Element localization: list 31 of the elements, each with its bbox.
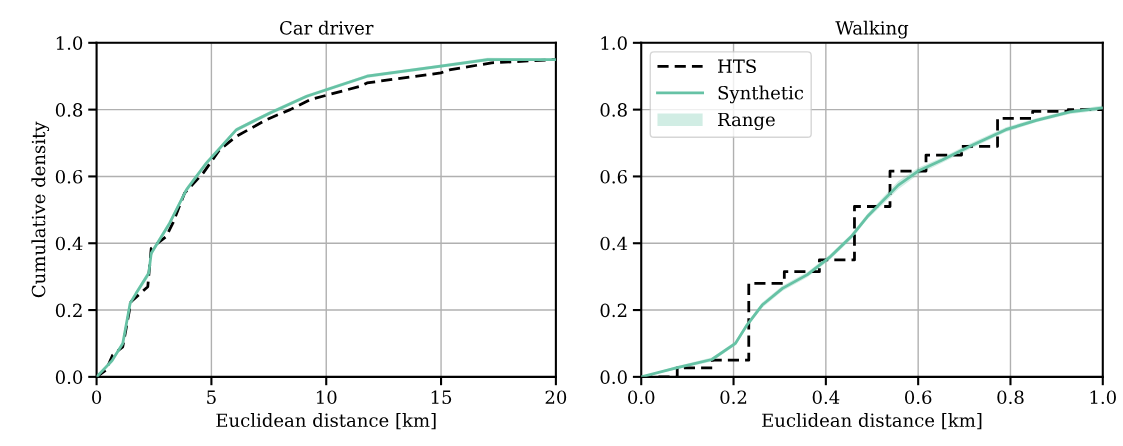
y-tick-label: 1.0 [56,36,83,50]
y-axis-title: Cumulative density [31,121,50,298]
x-axis-title: Euclidean distance [km] [762,413,982,430]
x-axis-title: Euclidean distance [km] [216,413,436,430]
y-tick-label: 0.2 [55,303,82,318]
x-tick-label: 0.0 [628,390,655,405]
y-tick-label: 0.8 [600,103,627,117]
y-tick-label: 0.2 [600,303,627,318]
y-tick-label: 0.8 [55,103,83,117]
x-tick-label: 5 [207,390,216,405]
y-tick-label: 0.4 [55,236,83,251]
x-tick-label: 20 [545,390,567,405]
y-tick-label: 0.4 [600,236,628,251]
y-tick-label: 0.6 [55,169,83,184]
chart-title: Walking [835,20,909,39]
y-tick-label: 0.6 [600,169,627,184]
x-tick-label: 0.6 [905,390,932,405]
x-tick-label: 0.2 [720,390,747,405]
chart-title: Car driver [280,20,374,35]
y-tick-label: 0.0 [55,370,83,384]
x-tick-label: 0 [92,390,102,405]
x-tick-label: 1.0 [1090,390,1116,405]
legend-label: Range [718,112,775,131]
y-tick-label: 0.0 [600,370,627,384]
x-tick-label: 0.4 [812,390,840,405]
legend-label: HTS [718,59,756,74]
x-tick-label: 0.8 [997,390,1024,405]
x-tick-label: 15 [431,390,452,405]
y-tick-label: 1.0 [601,36,627,50]
x-tick-label: 10 [316,390,337,405]
legend-label: Synthetic [718,85,804,104]
